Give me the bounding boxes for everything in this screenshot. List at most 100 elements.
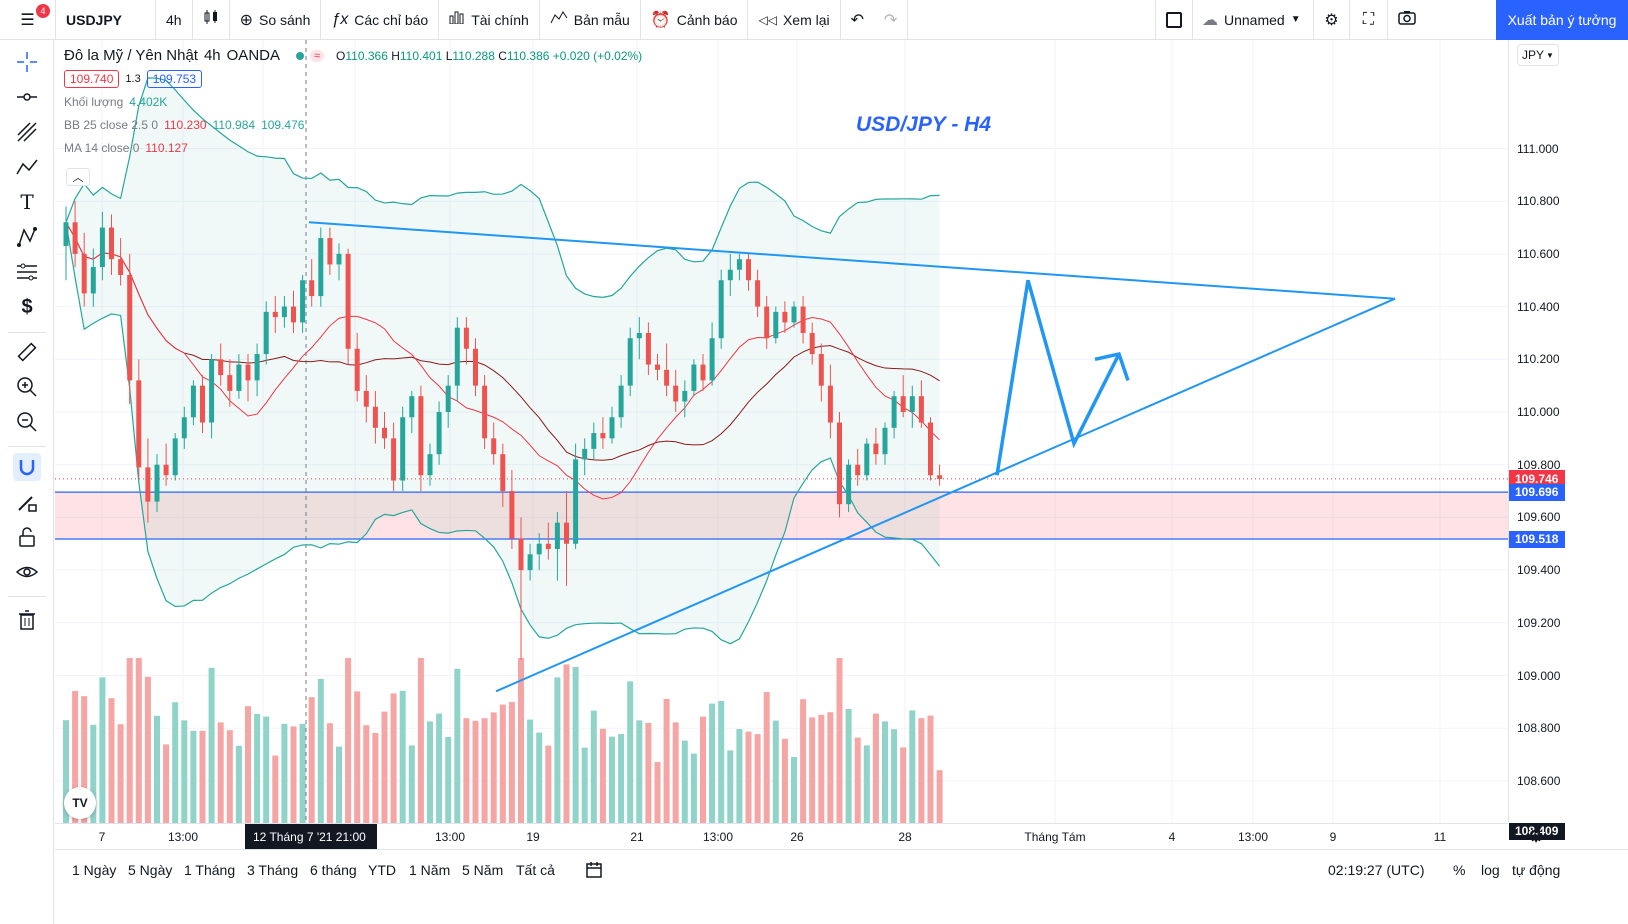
compare-button[interactable]: ⊕ So sánh: [230, 0, 322, 40]
volume-bar: [536, 732, 543, 823]
menu-button[interactable]: ☰ 4: [0, 0, 56, 40]
settings-button[interactable]: ⚙: [1314, 0, 1350, 40]
volume-bar: [609, 736, 615, 823]
undo-button[interactable]: ↶: [841, 0, 874, 40]
range-button[interactable]: 1 Ngày: [72, 862, 117, 878]
volume-bar: [72, 691, 79, 823]
pencil-lock-icon[interactable]: [13, 488, 41, 516]
axis-settings-gear-icon[interactable]: ⚙: [1528, 826, 1545, 846]
bar-chart-icon: [449, 10, 465, 29]
range-button[interactable]: 1 Năm: [409, 862, 451, 878]
percent-scale-toggle[interactable]: %: [1453, 862, 1466, 878]
time-tick-label: 13:00: [167, 830, 199, 844]
template-icon: [550, 10, 568, 29]
magnet-icon[interactable]: [13, 453, 41, 481]
volume-bar: [372, 733, 379, 823]
candle-body: [837, 422, 842, 505]
eye-icon[interactable]: [13, 558, 41, 586]
auto-scale-toggle[interactable]: tự động: [1512, 862, 1561, 878]
candle-body: [909, 396, 915, 412]
forecast-tool-icon[interactable]: [13, 258, 41, 286]
legend-interval: 4h: [203, 47, 221, 64]
range-button[interactable]: 5 Ngày: [128, 862, 173, 878]
candle-body: [764, 306, 770, 339]
zoom-out-icon[interactable]: [13, 408, 41, 436]
bollinger-row[interactable]: BB 25 close 2.5 0 110.230 110.984 109.47…: [64, 113, 642, 136]
trash-icon[interactable]: [13, 606, 41, 634]
log-scale-toggle[interactable]: log: [1481, 862, 1500, 878]
fullscreen-button[interactable]: ⛶: [1350, 0, 1388, 40]
goto-date-icon[interactable]: [585, 861, 603, 884]
timezone-clock[interactable]: 02:19:27 (UTC): [1328, 862, 1425, 878]
layout-toggle-button[interactable]: [1155, 0, 1193, 40]
ruler-icon[interactable]: [13, 338, 41, 366]
range-button[interactable]: YTD: [368, 862, 396, 878]
indicators-label: Các chỉ báo: [354, 11, 429, 28]
alerts-button[interactable]: ⏰ Cảnh báo: [641, 0, 749, 40]
candle-body: [190, 385, 196, 418]
symbol-search[interactable]: USDJPY: [56, 0, 156, 40]
data-status-icon: ≈: [309, 49, 325, 62]
layout-name-button[interactable]: ☁ Unnamed ▼: [1192, 0, 1314, 40]
chart-legend: Đô la Mỹ / Yên Nhật 4h OANDA ≈ O110.366 …: [64, 44, 642, 159]
sell-price-button[interactable]: 109.740: [64, 69, 120, 88]
crosshair-tool-icon[interactable]: [13, 48, 41, 76]
volume-bar: [836, 658, 843, 823]
candle-body: [900, 396, 906, 412]
volume-bar: [190, 730, 197, 823]
redo-button[interactable]: ↷: [874, 0, 909, 40]
collapse-legend-button[interactable]: ︿: [66, 168, 90, 186]
candle-body: [218, 359, 224, 376]
range-button[interactable]: 3 Tháng: [247, 862, 299, 878]
symbol-description[interactable]: Đô la Mỹ / Yên Nhật: [64, 47, 198, 64]
templates-label: Bản mẫu: [573, 11, 630, 28]
fib-tool-icon[interactable]: [13, 118, 41, 146]
cloud-icon: ☁: [1202, 11, 1218, 29]
interval-button[interactable]: 4h: [156, 0, 193, 40]
volume-bar: [499, 704, 506, 823]
price-tick-label: 108.800: [1517, 721, 1561, 736]
range-button[interactable]: 1 Tháng: [184, 862, 236, 878]
time-axis[interactable]: 7 13:00 13:00 19 21 13:00 26 28 Tháng Tám 4 13:00 9…: [55, 823, 1508, 849]
volume-bar: [144, 676, 151, 823]
price-axis[interactable]: JPY ▼ 111.000 110.800 110.600 110.400 110.200…: [1508, 40, 1628, 840]
unlock-icon[interactable]: [13, 523, 41, 551]
gear-icon: ⚙: [1324, 11, 1339, 29]
candle-body: [545, 543, 551, 550]
volume-row[interactable]: Khối lượng 4.402K: [64, 90, 642, 113]
pattern-tool-icon[interactable]: [13, 153, 41, 181]
price-tick-label: 110.200: [1517, 352, 1560, 367]
snapshot-button[interactable]: [1388, 0, 1426, 40]
price-tick-label: 110.400: [1517, 299, 1560, 314]
dollar-icon[interactable]: $: [21, 295, 33, 318]
chart-pane[interactable]: [55, 40, 1508, 823]
range-button[interactable]: 5 Năm: [462, 862, 504, 878]
text-tool-icon[interactable]: T: [20, 190, 34, 214]
tradingview-logo-icon[interactable]: TV: [64, 787, 96, 819]
replay-button[interactable]: ◁◁ Xem lại: [748, 0, 841, 40]
trendline-tool-icon[interactable]: [13, 83, 41, 111]
volume-bar: [217, 722, 224, 823]
chart-type-button[interactable]: [193, 0, 230, 40]
path-tool-icon[interactable]: [13, 223, 41, 251]
financials-button[interactable]: Tài chính: [439, 0, 540, 40]
zoom-in-icon[interactable]: [13, 373, 41, 401]
range-button[interactable]: Tất cả: [516, 862, 555, 878]
indicators-button[interactable]: ƒx Các chỉ báo: [321, 0, 440, 40]
ma-row[interactable]: MA 14 close 0 110.127: [64, 136, 642, 159]
toolbar-divider: [8, 596, 46, 597]
chart-annotation-title[interactable]: USD/JPY - H4: [856, 113, 991, 136]
price-marker-label: 108.409: [1509, 822, 1565, 840]
price-marker-label: 109.696: [1509, 483, 1565, 501]
candle-body: [554, 522, 560, 550]
range-button[interactable]: 6 tháng: [310, 862, 357, 878]
currency-select[interactable]: JPY ▼: [1517, 44, 1559, 66]
volume-bar: [99, 677, 106, 823]
price-tick-label: 110.000: [1517, 405, 1560, 419]
buy-price-button[interactable]: 109.753: [146, 69, 203, 88]
price-chart[interactable]: [55, 40, 1508, 823]
candle-body: [99, 227, 105, 268]
templates-button[interactable]: Bản mẫu: [540, 0, 641, 40]
publish-idea-button[interactable]: Xuất bản ý tưởng: [1496, 0, 1628, 40]
volume-bar: [90, 724, 97, 823]
